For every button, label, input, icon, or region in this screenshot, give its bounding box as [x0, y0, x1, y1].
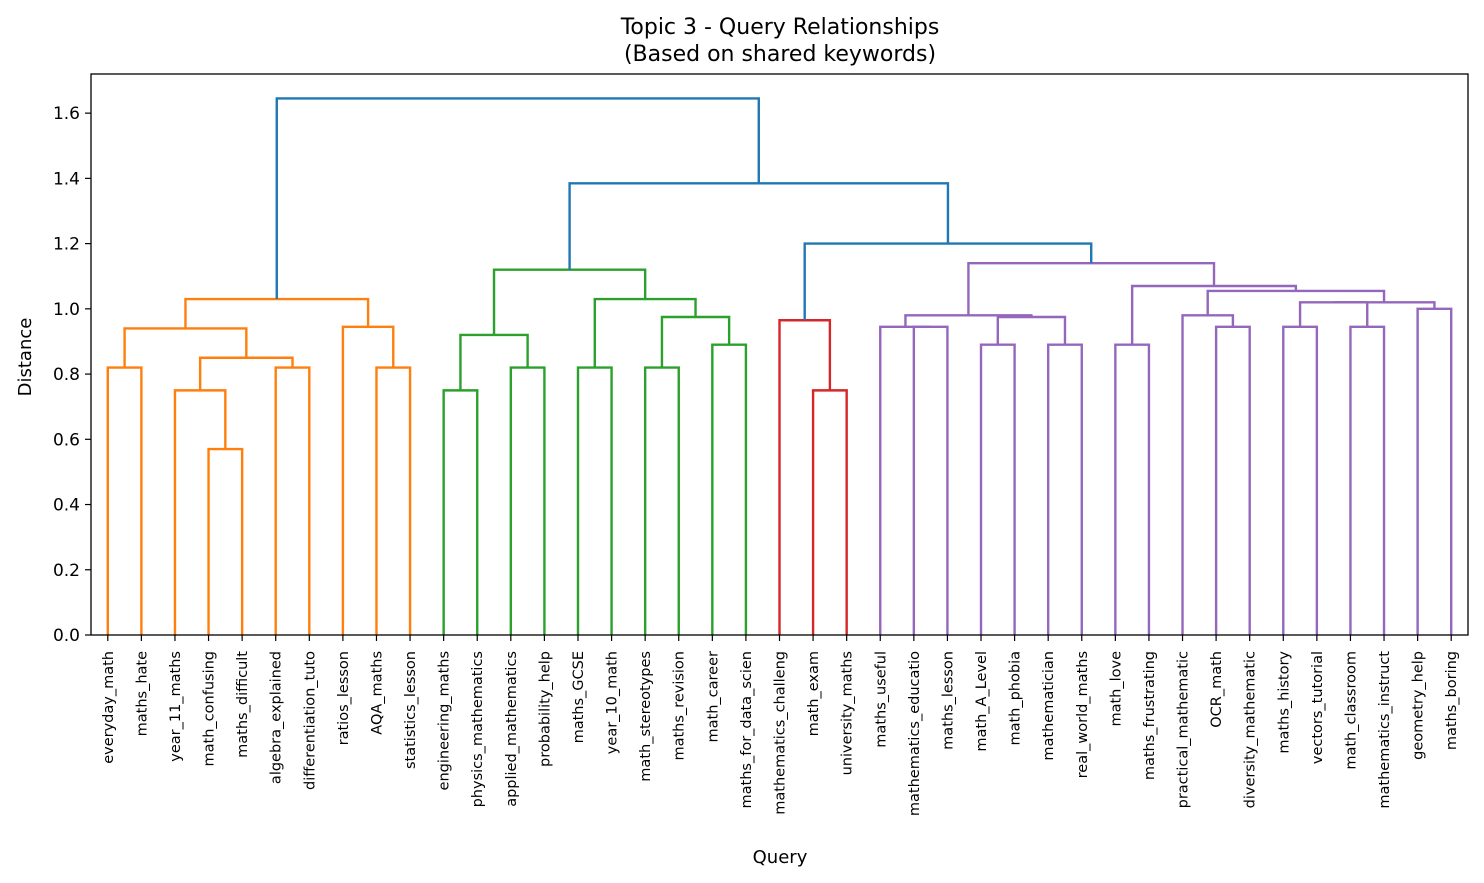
dendrogram-link	[593, 297, 697, 368]
dendrogram-link	[996, 315, 1067, 345]
dendrogram-link	[1416, 307, 1453, 635]
dendrogram-link	[967, 261, 1216, 316]
dendrogram-link	[341, 325, 395, 635]
leaf-label: OCR_math	[1209, 651, 1225, 728]
leaf-label: maths_for_data_scien	[739, 651, 755, 808]
leaf-label: real_world_maths	[1075, 651, 1091, 778]
dendrogram-link	[576, 366, 613, 635]
leaf-label: math_A_Level	[974, 651, 990, 752]
y-tick-label: 1.0	[53, 300, 80, 320]
dendrogram-link	[275, 97, 760, 300]
dendrogram-link	[442, 389, 479, 635]
chart-title: Topic 3 - Query Relationships	[620, 15, 940, 40]
leaf-label: physics_mathematics	[470, 651, 486, 807]
leaf-label: engineering_maths	[437, 651, 453, 790]
leaf-label: geometry_help	[1411, 651, 1427, 760]
dendrogram-link	[1333, 301, 1436, 309]
y-tick-label: 1.2	[53, 235, 80, 255]
leaf-label: maths_GCSE	[571, 651, 587, 743]
leaf-label: maths_frustrating	[1142, 651, 1158, 780]
leaf-label: ratios_lesson	[336, 651, 352, 745]
leaf-label: year_11_maths	[168, 651, 184, 762]
leaf-label: algebra_explained	[269, 651, 285, 784]
leaf-label: probability_help	[537, 651, 553, 767]
y-tick-label: 0.2	[53, 561, 80, 581]
y-tick-label: 0.4	[53, 496, 80, 516]
dendrogram-link	[660, 315, 731, 368]
leaf-label: maths_boring	[1444, 651, 1460, 750]
dendrogram-link	[912, 325, 949, 635]
dendrogram-links	[106, 97, 1453, 635]
dendrogram-link	[1130, 284, 1298, 345]
leaf-label: mathematician	[1041, 651, 1057, 761]
leaf-label: statistics_lesson	[403, 651, 419, 769]
dendrogram-link	[711, 343, 748, 635]
leaf-label: university_maths	[840, 651, 856, 775]
y-tick-label: 1.4	[53, 169, 80, 189]
leaf-label: math_exam	[806, 651, 822, 736]
dendrogram-link	[198, 356, 294, 391]
x-axis: everyday_math maths_hate year_11_maths math…	[101, 635, 1460, 816]
dendrogram-link	[509, 366, 546, 635]
leaf-label: mathematics_challeng	[773, 651, 789, 815]
dendrogram-link	[1282, 325, 1319, 635]
leaf-label: math_stereotypes	[638, 651, 654, 782]
y-tick-label: 0.0	[53, 626, 80, 646]
dendrogram-link	[879, 325, 931, 635]
dendrogram-link	[207, 447, 244, 635]
dendrogram-link	[492, 268, 647, 335]
leaf-label: maths_difficult	[235, 651, 251, 758]
y-tick-label: 1.6	[53, 104, 80, 124]
y-axis-label: Distance	[15, 318, 36, 397]
leaf-label: math_phobia	[1008, 651, 1024, 746]
leaf-label: applied_mathematics	[504, 651, 520, 807]
leaf-label: maths_revision	[672, 651, 688, 761]
leaf-label: differentiation_tuto	[302, 651, 318, 790]
leaf-label: maths_history	[1276, 651, 1292, 754]
leaf-label: everyday_math	[101, 651, 117, 764]
dendrogram-link	[979, 343, 1016, 635]
dendrogram-link	[568, 182, 950, 270]
dendrogram-link	[459, 333, 529, 391]
chart-subtitle: (Based on shared keywords)	[624, 42, 936, 67]
dendrogram-link	[1181, 314, 1235, 635]
dendrogram-link	[811, 389, 848, 635]
dendrogram-link	[1214, 325, 1251, 635]
dendrogram-link	[803, 242, 1093, 321]
dendrogram-link	[106, 366, 143, 635]
leaf-label: mathematics_educatio	[907, 651, 923, 816]
leaf-label: math_love	[1108, 651, 1124, 727]
y-tick-label: 0.6	[53, 430, 80, 450]
leaf-label: math_career	[705, 651, 721, 742]
dendrogram-link	[123, 327, 248, 368]
dendrogram-link	[274, 366, 311, 635]
dendrogram-link	[643, 366, 680, 635]
y-axis: 0.0 0.2 0.4 0.6 0.8 1.0 1.2 1.4 1.6	[53, 104, 91, 646]
leaf-label: year_10_math	[605, 651, 621, 754]
dendrogram-link	[1349, 325, 1386, 635]
dendrogram-link	[778, 319, 832, 635]
leaf-label: maths_lesson	[940, 651, 956, 750]
leaf-label: math_confusing	[202, 651, 218, 766]
dendrogram-link	[1298, 301, 1369, 327]
leaf-label: AQA_maths	[369, 651, 385, 735]
leaf-label: maths_useful	[873, 651, 889, 748]
x-axis-label: Query	[753, 847, 808, 868]
leaf-label: practical_mathematic	[1176, 651, 1192, 808]
leaf-label: mathematics_instruct	[1377, 651, 1393, 809]
leaf-label: maths_hate	[134, 651, 150, 736]
leaf-label: diversity_mathematic	[1243, 651, 1259, 808]
dendrogram-link	[1046, 343, 1083, 635]
leaf-label: math_classroom	[1343, 651, 1359, 770]
dendrogram-link	[173, 389, 227, 635]
leaf-label: vectors_tutorial	[1310, 651, 1326, 764]
dendrogram-link	[184, 297, 370, 329]
dendrogram-link	[1114, 343, 1151, 635]
dendrogram-link	[375, 366, 412, 635]
y-tick-label: 0.8	[53, 365, 80, 385]
